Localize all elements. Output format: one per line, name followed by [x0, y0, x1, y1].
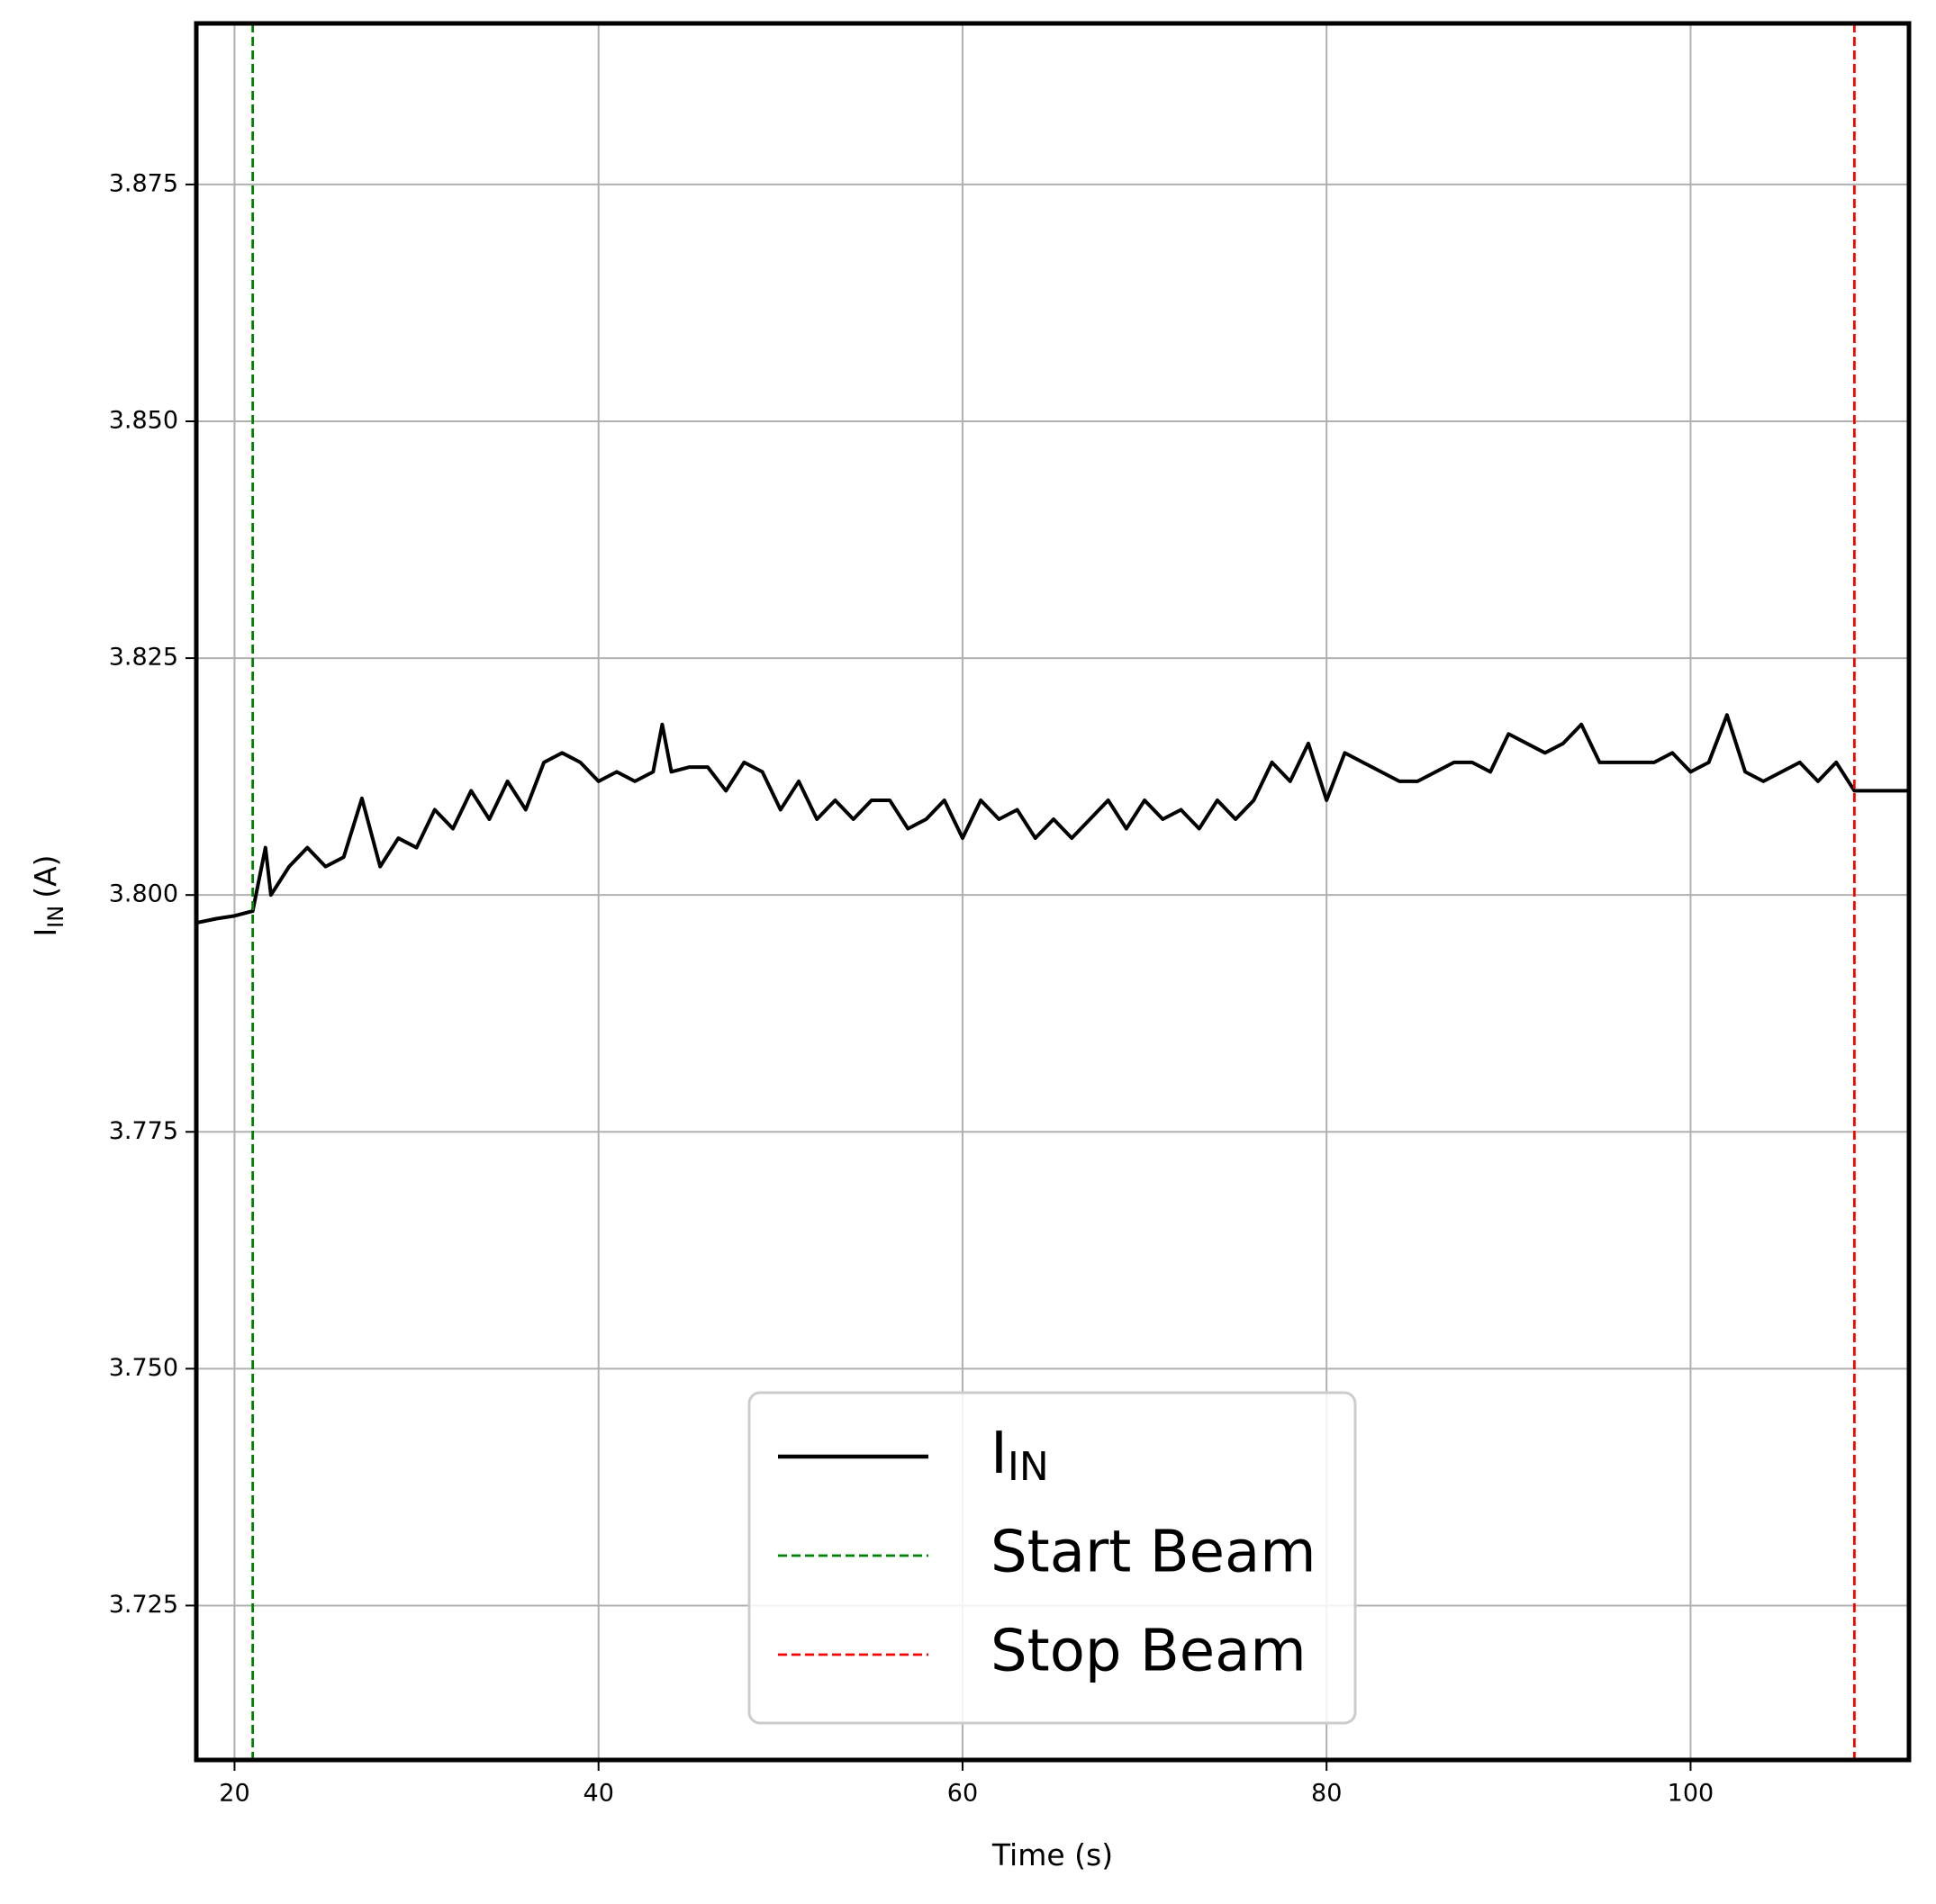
legend-label: IIN: [991, 1421, 1049, 1490]
x-axis-label: Time (s): [991, 1837, 1113, 1872]
x-tick-label: 80: [1311, 1780, 1342, 1808]
y-axis-label: IIN (A): [28, 854, 68, 936]
x-tick-label: 20: [219, 1780, 249, 1808]
y-label-unit: (A): [28, 854, 63, 898]
x-tick-label: 100: [1668, 1780, 1714, 1808]
legend-label: Stop Beam: [991, 1619, 1307, 1685]
y-tick-label: 3.850: [109, 406, 178, 434]
y-label-main: I: [28, 928, 63, 937]
legend-label-main: I: [991, 1421, 1008, 1487]
y-label-sub: IN: [43, 906, 68, 928]
y-tick-label: 3.750: [109, 1354, 178, 1382]
y-tick-label: 3.725: [109, 1591, 178, 1619]
legend-box: [747, 1391, 1357, 1725]
y-tick-label: 3.825: [109, 644, 178, 672]
data-line: [197, 713, 1909, 925]
x-tick-label: 60: [947, 1780, 978, 1808]
legend-label: Start Beam: [991, 1520, 1316, 1586]
y-tick-label: 3.775: [109, 1117, 178, 1145]
legend-label-sub: IN: [1008, 1444, 1049, 1490]
y-tick-label: 3.875: [109, 169, 178, 197]
x-tick-label: 40: [584, 1780, 614, 1808]
plot-frame: [194, 21, 1912, 1763]
y-tick-label: 3.800: [109, 880, 178, 908]
